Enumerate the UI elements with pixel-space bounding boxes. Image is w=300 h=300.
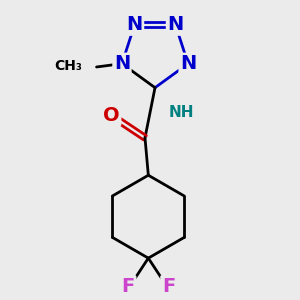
Text: N: N <box>167 15 184 34</box>
Text: N: N <box>114 54 130 73</box>
Text: F: F <box>122 277 135 296</box>
Text: CH₃: CH₃ <box>54 59 82 73</box>
Text: F: F <box>162 277 175 296</box>
Text: NH: NH <box>169 105 194 120</box>
Text: O: O <box>103 106 120 124</box>
Text: N: N <box>180 54 196 73</box>
Text: N: N <box>127 15 143 34</box>
